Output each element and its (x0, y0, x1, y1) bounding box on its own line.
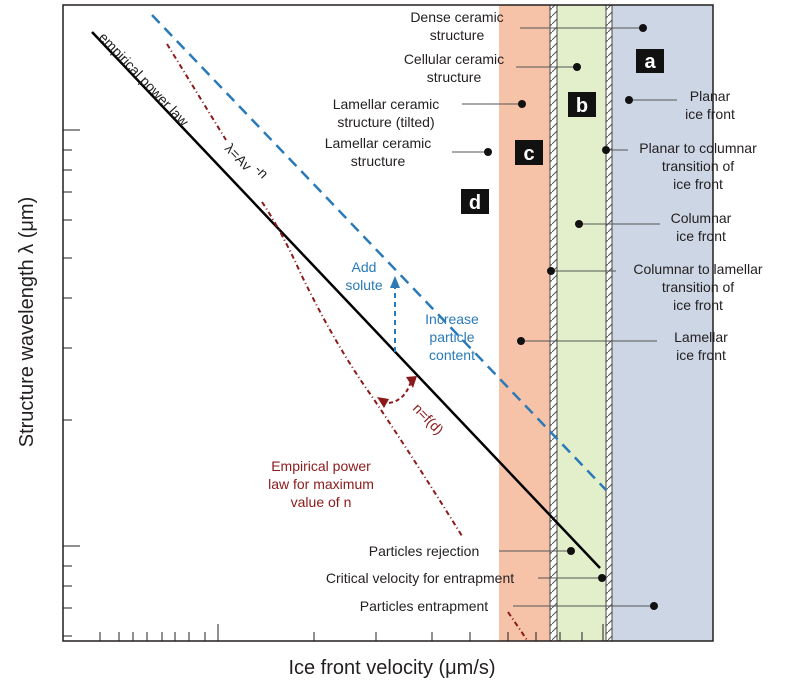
increase-particle-line-3: content (429, 347, 475, 363)
dot-lamellar (484, 148, 492, 156)
region-a-box-bg (636, 49, 664, 73)
particle-content-dashed-line (151, 14, 607, 491)
front-labels: Planar ice front Planar to columnar tran… (633, 88, 762, 363)
leader-lines (452, 27, 677, 607)
dot-dense (639, 24, 647, 32)
max-n-label-line-3: value of n (291, 494, 352, 510)
increase-particle-line-2: particle (429, 329, 474, 345)
dense-label-line-1: Dense ceramic (410, 9, 503, 25)
columnar-label-line-2: ice front (676, 228, 726, 244)
add-solute-label: Add solute (345, 259, 383, 293)
lamellar-front-line-1: Lamellar (674, 329, 728, 345)
region-d-letter: d (469, 192, 481, 214)
dot-columnar-to-lamellar (547, 267, 555, 275)
x-axis-ticks (99, 624, 604, 641)
add-solute-line-1: Add (352, 259, 377, 275)
dot-rejection (567, 547, 575, 555)
dot-planar-to-columnar (602, 146, 610, 154)
region-c-box: c (515, 140, 543, 165)
lamellar-front-line-2: ice front (676, 347, 726, 363)
region-band-orange (499, 5, 550, 641)
cellular-label-line-1: Cellular ceramic (404, 51, 504, 67)
power-law-formula-text: λ=Av (222, 140, 255, 174)
increase-particle-line-1: Increase (425, 311, 479, 327)
region-a-box: a (636, 49, 664, 73)
region-c-letter: c (523, 143, 534, 165)
hatched-boundary-right (606, 5, 612, 641)
lamellar-label-line-2: structure (351, 153, 406, 169)
increase-particle-content-label: Increase particle content (425, 311, 479, 363)
dot-lamellar-tilted (518, 100, 526, 108)
y-axis-title: Structure wavelength λ (μm) (16, 197, 38, 448)
max-n-label: Empirical power law for maximum value of… (268, 458, 374, 510)
add-solute-arrowhead (390, 276, 400, 288)
angle-arrowhead-right (406, 376, 417, 388)
max-n-bottom-dotted-line (507, 611, 528, 641)
region-d-box-bg (461, 189, 489, 214)
columnar-to-lamellar-line-2: transition of (662, 279, 734, 295)
planar-label-line-1: Planar (690, 88, 731, 104)
lamellar-label-line-1: Lamellar ceramic (325, 135, 432, 151)
max-n-lower-dotted-curve (261, 201, 463, 537)
particles-rejection-label: Particles rejection (369, 543, 480, 559)
add-solute-line-2: solute (345, 277, 383, 293)
region-a-letter: a (644, 51, 656, 73)
dot-lamellar-front (517, 337, 525, 345)
region-d-box: d (461, 189, 489, 214)
planar-label-line-2: ice front (685, 106, 735, 122)
max-n-upper-dotted-line (166, 43, 227, 141)
columnar-to-lamellar-line-1: Columnar to lamellar (633, 261, 762, 277)
planar-to-columnar-line-3: ice front (673, 176, 723, 192)
dense-label-line-2: structure (430, 27, 485, 43)
exponent-function-label: n=f(d) (410, 400, 447, 438)
structure-labels: Dense ceramic structure Cellular ceramic… (325, 9, 504, 169)
columnar-to-lamellar-line-3: ice front (673, 297, 723, 313)
dot-cellular (573, 63, 581, 71)
dot-entrapment (650, 602, 658, 610)
dot-critical (598, 574, 606, 582)
max-n-label-line-2: law for maximum (268, 476, 374, 492)
max-n-label-line-1: Empirical power (271, 458, 371, 474)
dot-planar (625, 96, 633, 104)
particle-labels: Particles rejection Critical velocity fo… (326, 543, 514, 614)
marker-dots (484, 24, 658, 610)
planar-to-columnar-line-2: transition of (662, 158, 734, 174)
particles-entrapment-label: Particles entrapment (360, 598, 489, 614)
cellular-label-line-2: structure (427, 69, 482, 85)
region-b-box: b (568, 92, 596, 117)
lamellar-tilted-label-line-1: Lamellar ceramic (333, 96, 440, 112)
region-b-letter: b (576, 95, 588, 117)
angle-arrowhead-left (377, 397, 389, 408)
planar-to-columnar-line-1: Planar to columnar (639, 140, 757, 156)
region-b-box-bg (568, 92, 596, 117)
plot-frame (62, 4, 714, 642)
dot-columnar (575, 220, 583, 228)
critical-velocity-label: Critical velocity for entrapment (326, 570, 514, 586)
columnar-label-line-1: Columnar (671, 210, 732, 226)
y-axis-ticks (63, 129, 80, 637)
empirical-power-law-line (91, 31, 601, 569)
empirical-power-law-label: empirical power law (96, 29, 193, 130)
power-law-exponent: -n (252, 161, 272, 181)
lamellar-tilted-label-line-2: structure (tilted) (337, 114, 434, 130)
region-c-box-bg (515, 140, 543, 165)
hatched-boundary-left (550, 5, 557, 641)
x-axis-title: Ice front velocity (μm/s) (288, 657, 495, 679)
region-band-blue (612, 5, 713, 641)
